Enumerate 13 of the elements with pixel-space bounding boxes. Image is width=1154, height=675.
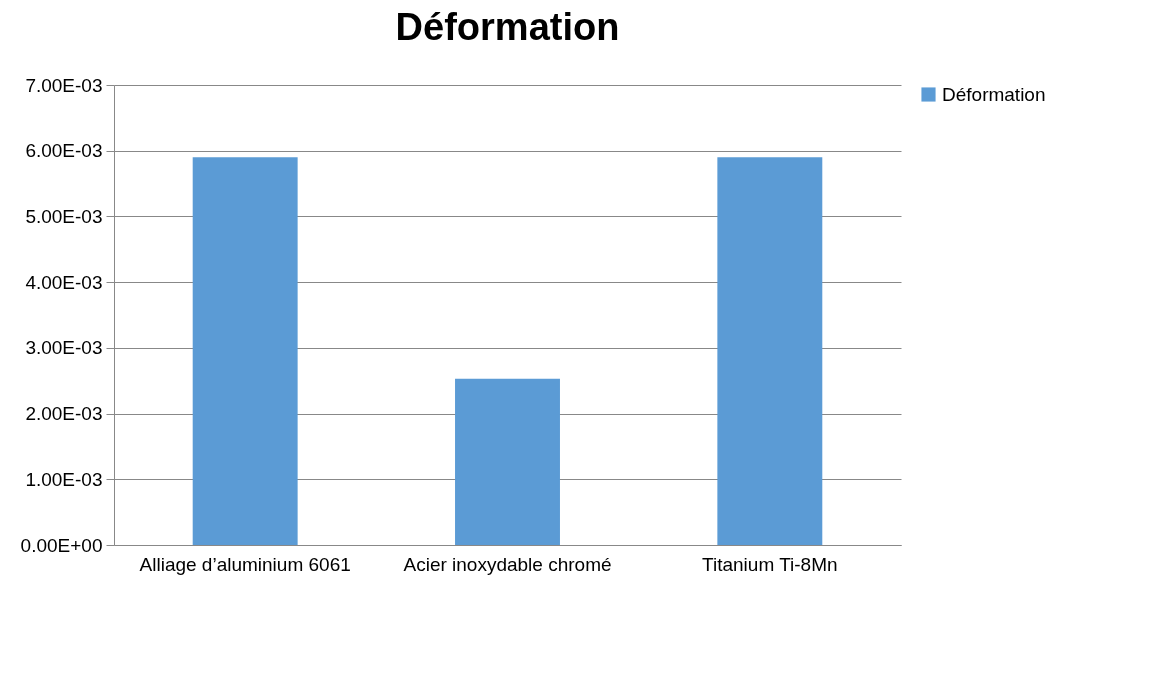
- y-tick-label: 7.00E-03: [25, 74, 103, 96]
- chart-title: Déformation: [395, 6, 620, 48]
- x-tick-label: Alliage d’aluminium 6061: [139, 553, 351, 575]
- y-tick-label: 5.00E-03: [25, 205, 103, 227]
- y-tick-label: 6.00E-03: [25, 140, 103, 162]
- y-tick-label: 4.00E-03: [25, 271, 103, 293]
- legend-label: Déformation: [942, 83, 1046, 105]
- y-tick-label: 0.00E+00: [20, 534, 103, 556]
- x-tick-label: Titanium Ti-8Mn: [702, 553, 838, 575]
- y-tick-label: 1.00E-03: [25, 468, 103, 490]
- y-tick-label: 2.00E-03: [25, 403, 103, 425]
- x-tick-label: Acier inoxydable chromé: [403, 553, 612, 575]
- y-tick-label: 3.00E-03: [25, 337, 103, 359]
